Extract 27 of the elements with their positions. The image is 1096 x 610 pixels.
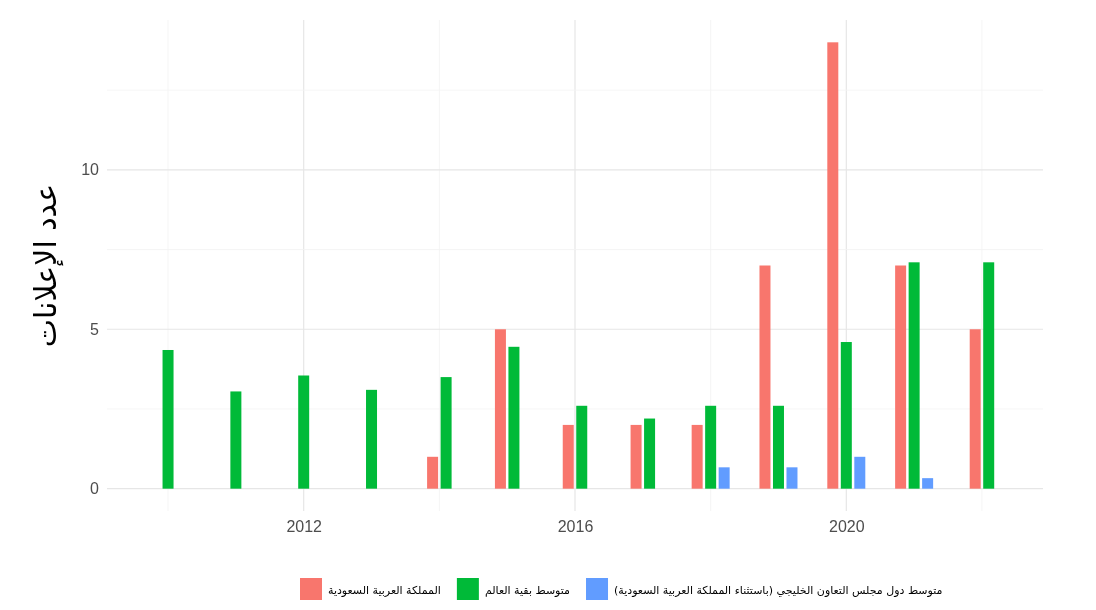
y-tick-label: 5 [90, 320, 100, 338]
y-axis-title: عدد الإعلانات [28, 183, 64, 348]
bar [922, 478, 934, 489]
y-tick-label: 10 [81, 161, 100, 179]
bar [854, 456, 866, 489]
bar [162, 349, 174, 489]
bar [705, 405, 717, 489]
bar [840, 342, 852, 489]
x-tick-label: 2012 [286, 518, 323, 536]
legend-label: متوسط بقية العالم [484, 584, 571, 597]
bar [630, 424, 642, 489]
x-tick-label: 2020 [829, 518, 865, 536]
y-tick-label: 0 [90, 480, 100, 498]
legend-label: متوسط دول مجلس التعاون الخليجي (باستثناء المملكة العربية السعودية) [614, 584, 943, 597]
bar [427, 456, 439, 489]
bar [908, 262, 920, 489]
x-tick-label: 2016 [557, 518, 594, 536]
bar [786, 467, 798, 489]
bar [772, 405, 784, 489]
bar [366, 389, 378, 489]
legend-label: المملكة العربية السعودية [328, 584, 441, 597]
bar [298, 375, 310, 489]
bar [494, 329, 506, 489]
bar [230, 391, 242, 489]
bar [562, 424, 574, 489]
bar [718, 467, 730, 489]
bar [969, 329, 981, 489]
